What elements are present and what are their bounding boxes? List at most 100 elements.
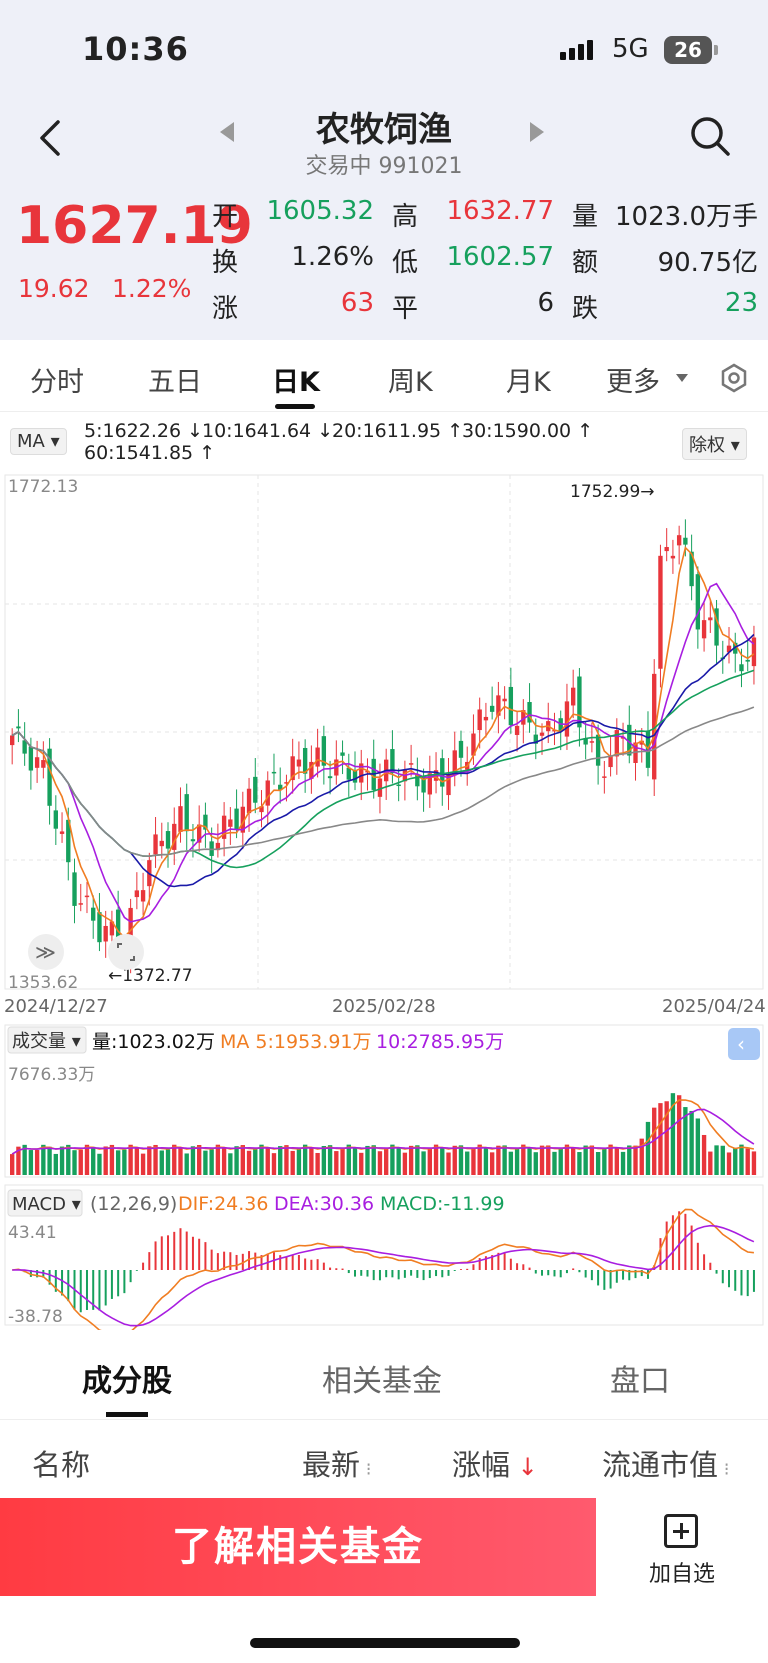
volume-bar [172, 1144, 177, 1175]
candle-body [477, 709, 482, 731]
candle-body [47, 748, 52, 806]
volume-bars [10, 1093, 757, 1175]
volume-bar [645, 1121, 651, 1175]
volume-bar [664, 1101, 669, 1175]
volume-bar [745, 1148, 750, 1175]
price-change: 19.62 [18, 274, 90, 303]
volume-bar [103, 1146, 108, 1175]
candle-body [246, 788, 252, 814]
learn-funds-button[interactable]: 了解相关基金 [0, 1498, 596, 1596]
home-indicator[interactable] [250, 1638, 520, 1648]
candle-body [514, 725, 520, 735]
volume-bar [91, 1146, 96, 1175]
tab-intraday[interactable]: 分时 [30, 367, 84, 398]
volume-bar [147, 1146, 152, 1175]
volume-bar [595, 1151, 601, 1175]
volume-bar [66, 1144, 71, 1175]
battery-icon: 26 [664, 36, 712, 64]
fullscreen-icon[interactable] [108, 934, 144, 970]
volume-bar [10, 1154, 15, 1175]
back-icon[interactable] [38, 118, 62, 169]
candle-body [745, 659, 750, 662]
volume-bar [446, 1152, 451, 1175]
column-change[interactable]: 涨幅 ↓ [452, 1448, 538, 1482]
tab-daily-k[interactable]: 日K [272, 367, 320, 398]
volume-bar [483, 1147, 489, 1175]
candle-body [134, 890, 140, 898]
volume-bar [658, 1103, 663, 1175]
volume-bar [708, 1151, 713, 1175]
bottom-tab-underline [106, 1412, 148, 1417]
volume-bar [53, 1153, 58, 1175]
candle-body [315, 747, 320, 767]
column-float-mktcap[interactable]: 流通市值 ⁝ [602, 1448, 730, 1482]
tab-order-book[interactable]: 盘口 [610, 1364, 670, 1399]
volume-bar [608, 1144, 613, 1175]
low-marker: ←1372.77 [108, 966, 193, 986]
candle-body [396, 784, 401, 787]
volume-bar [128, 1144, 133, 1175]
column-latest[interactable]: 最新 ⁝ [302, 1448, 372, 1482]
candle-body [103, 925, 108, 942]
volume-bar [41, 1144, 46, 1175]
volume-bar [97, 1153, 102, 1175]
kline-chart-area[interactable]: 1772.13 1353.62 1752.99→ ←1372.77 ≫ 2024… [0, 470, 768, 1330]
volume-bar [739, 1144, 744, 1175]
volume-bar [421, 1151, 426, 1175]
volume-bar [246, 1150, 252, 1175]
adjust-selector[interactable]: 除权 ▾ [682, 428, 747, 460]
stat-label: 换 [212, 248, 239, 278]
prev-index-icon[interactable] [220, 122, 234, 142]
candle-body [508, 686, 514, 726]
date-mid: 2025/02/28 [332, 996, 436, 1017]
volume-bar [203, 1150, 208, 1175]
candle-body [483, 716, 489, 721]
volume-bar [670, 1093, 676, 1175]
candle-body [228, 819, 233, 827]
ma-selector[interactable]: MA ▾ [10, 428, 67, 455]
candle-body [652, 673, 657, 780]
tab-constituents[interactable]: 成分股 [82, 1364, 172, 1399]
volume-bar [327, 1145, 333, 1175]
next-index-icon[interactable] [530, 122, 544, 142]
volume-bar [415, 1145, 420, 1175]
stat-value: 1.26% [291, 242, 374, 272]
volume-bar [477, 1144, 482, 1175]
volume-bar [465, 1151, 470, 1175]
expand-left-icon[interactable] [28, 934, 64, 970]
search-icon[interactable] [688, 114, 732, 162]
volume-bar [352, 1147, 358, 1175]
tab-related-funds[interactable]: 相关基金 [322, 1364, 442, 1399]
stat-value: 6 [537, 288, 554, 318]
candle-body [22, 740, 27, 754]
volume-bar [558, 1148, 563, 1175]
settings-icon[interactable] [718, 362, 750, 398]
tab-weekly-k[interactable]: 周K [388, 367, 433, 398]
tab-monthly-k[interactable]: 月K [506, 367, 551, 398]
candle-body [321, 736, 327, 766]
candle-body [296, 759, 302, 767]
volume-bar [533, 1152, 538, 1175]
volume-bar [521, 1144, 526, 1175]
candle-body [377, 778, 383, 797]
candle-body [446, 774, 451, 796]
tab-more[interactable]: 更多 [606, 367, 660, 398]
tab-five-day[interactable]: 五日 [148, 367, 202, 398]
candle-body [533, 734, 538, 744]
candle-body [359, 763, 364, 783]
macd-selector[interactable] [7, 1189, 83, 1217]
page-title: 农牧饲渔 [316, 110, 452, 150]
volume-bar [340, 1148, 345, 1175]
candle-body [302, 747, 308, 774]
volume-bar [34, 1149, 40, 1175]
volume-bar [633, 1145, 638, 1175]
volume-bar [384, 1148, 389, 1175]
volume-selector[interactable] [7, 1026, 87, 1054]
moving-average-lines [11, 546, 755, 939]
column-name[interactable]: 名称 [32, 1448, 91, 1482]
candle-body [595, 734, 601, 766]
volume-bar [714, 1145, 719, 1175]
macd-params: (12,26,9) [90, 1193, 177, 1215]
candle-body [109, 921, 115, 936]
collapse-panel-button[interactable] [728, 1028, 760, 1060]
